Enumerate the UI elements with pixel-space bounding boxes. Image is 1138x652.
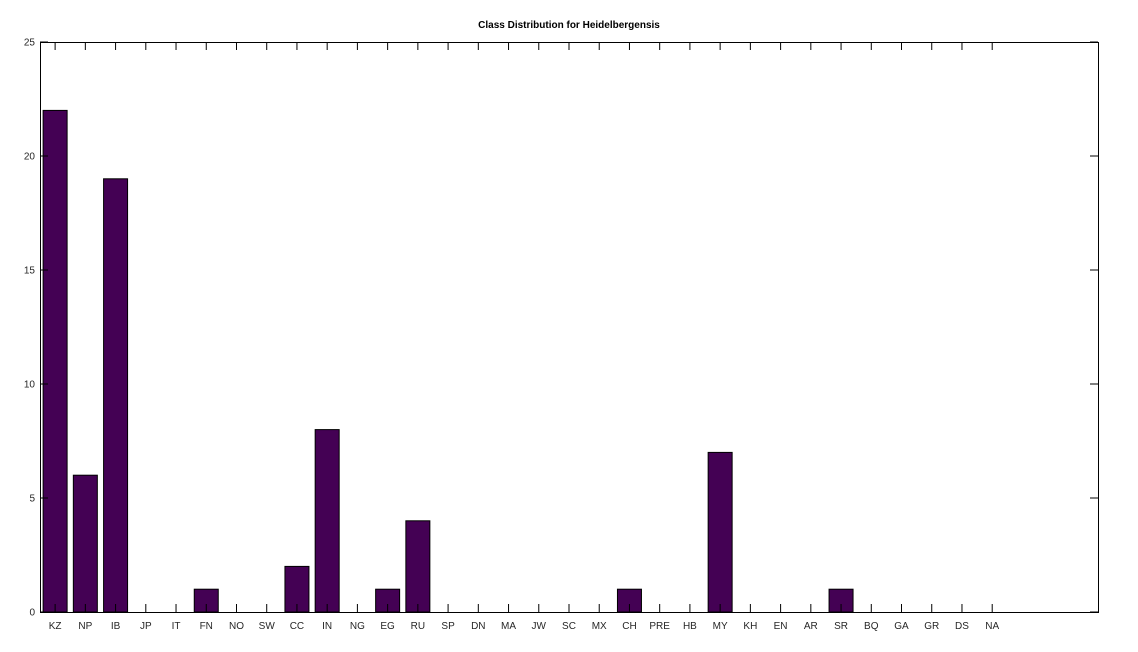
axis-ticks <box>40 41 1098 613</box>
x-tick-label: GR <box>924 621 939 632</box>
x-tick-label: FN <box>200 621 213 632</box>
x-tick-label: JP <box>140 621 152 632</box>
x-tick-labels: KZ NP IB JP IT FN NO SW CC IN NG EG RU SP DN MA JW SC MX CH… <box>49 621 1000 632</box>
bar-ru <box>405 520 431 613</box>
x-tick-label: JW <box>532 621 547 632</box>
x-tick-label: CC <box>290 621 304 632</box>
x-tick-label: SR <box>834 621 848 632</box>
x-tick-label: NA <box>985 621 999 632</box>
bars <box>42 109 854 613</box>
x-tick-label: MX <box>592 621 607 632</box>
x-tick-label: DN <box>471 621 485 632</box>
y-tick-label: 20 <box>24 152 36 163</box>
bar-ib <box>103 178 129 613</box>
x-tick-label: GA <box>894 621 909 632</box>
x-tick-label: HB <box>683 621 697 632</box>
y-tick-label: 5 <box>29 494 35 505</box>
x-tick-label: MA <box>501 621 516 632</box>
x-tick-label: IN <box>322 621 332 632</box>
y-tick-label: 10 <box>24 380 36 391</box>
x-tick-label: SP <box>441 621 455 632</box>
bar-in <box>314 429 340 613</box>
x-tick-label: NO <box>229 621 244 632</box>
x-tick-label: CH <box>622 621 636 632</box>
bar-np <box>72 474 98 613</box>
y-tick-label: 25 <box>24 38 36 49</box>
x-tick-label: AR <box>804 621 818 632</box>
chart-title: Class Distribution for Heidelbergensis <box>478 20 660 31</box>
x-tick-label: KH <box>743 621 757 632</box>
y-tick-label: 0 <box>29 608 35 619</box>
x-tick-label: PRE <box>649 621 670 632</box>
bar-my <box>707 451 733 613</box>
x-tick-label: MY <box>713 621 728 632</box>
y-tick-labels: 0 5 10 15 20 25 <box>24 38 36 619</box>
y-tick-label: 15 <box>24 266 36 277</box>
x-tick-label: NG <box>350 621 365 632</box>
x-tick-label: NP <box>78 621 92 632</box>
x-tick-label: IT <box>172 621 181 632</box>
x-tick-label: RU <box>411 621 425 632</box>
x-tick-label: EN <box>774 621 788 632</box>
plot-frame <box>40 42 1099 613</box>
x-tick-label: BQ <box>864 621 879 632</box>
x-tick-label: SW <box>259 621 276 632</box>
x-tick-label: EG <box>380 621 395 632</box>
x-tick-label: IB <box>111 621 121 632</box>
x-tick-label: DS <box>955 621 969 632</box>
x-tick-label: SC <box>562 621 576 632</box>
bar-kz <box>42 109 68 613</box>
x-tick-label: KZ <box>49 621 62 632</box>
